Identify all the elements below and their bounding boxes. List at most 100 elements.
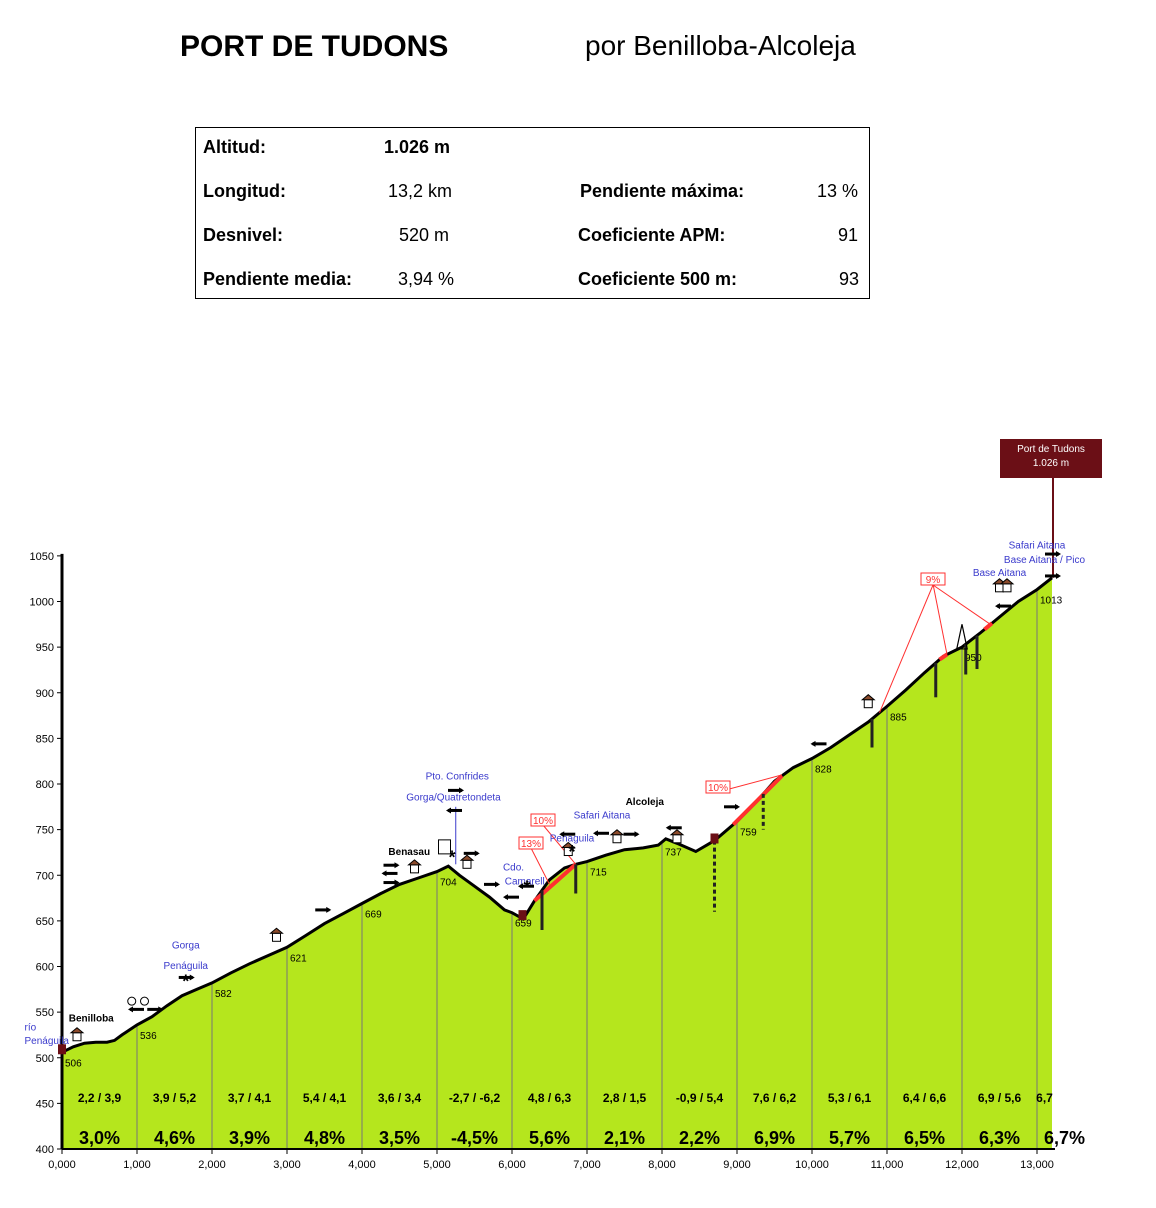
segment-average-grade: -4,5% [451, 1128, 498, 1148]
y-tick-label: 1050 [30, 551, 54, 563]
left-arrow-icon [665, 824, 682, 831]
route-subtitle: por Benilloba-Alcoleja [585, 30, 856, 61]
x-tick-label: 3,000 [273, 1159, 301, 1171]
steep-section [983, 621, 994, 631]
desnivel-label: Desnivel: [203, 225, 284, 245]
pendiente-maxima-value: 13 % [817, 181, 859, 201]
x-tick-label: 1,000 [123, 1159, 151, 1171]
arrow-head [634, 831, 640, 838]
arrow-head [459, 787, 464, 794]
coef-apm-value: 91 [838, 225, 859, 245]
y-tick-label: 450 [36, 1098, 54, 1110]
house-icon [609, 829, 625, 844]
house-body [72, 1032, 82, 1042]
right-arrow-icon [724, 803, 740, 810]
coef-500-value: 93 [839, 269, 860, 289]
segment-detail: 3,6 / 3,4 [378, 1091, 422, 1105]
house-icon [69, 1027, 85, 1042]
house-body [863, 699, 873, 709]
longitud-label: Longitud: [203, 181, 286, 201]
altitud-value: 1.026 m [384, 137, 451, 157]
segment-detail: 3,9 / 5,2 [153, 1091, 197, 1105]
arrow-head [189, 974, 195, 981]
house-icon [860, 694, 876, 709]
pendiente-media-label: Pendiente media: [203, 269, 353, 289]
y-tick-label: 1000 [30, 597, 54, 609]
house-body [462, 859, 472, 869]
left-arrow-icon [518, 883, 534, 890]
grade-callout-line [879, 584, 934, 713]
house-roof [669, 829, 685, 836]
place-label: Pto. Confrides [426, 771, 489, 782]
segment-detail: 6,4 / 6,6 [903, 1091, 947, 1105]
pass-marker-icon [518, 910, 527, 921]
right-arrow-icon [383, 879, 400, 886]
grade-callout-line [542, 824, 577, 865]
coef-apm-label: Coeficiente APM: [578, 225, 726, 245]
segment-average-grade: 3,0% [79, 1128, 120, 1148]
house-icon [269, 927, 284, 942]
altitude-label: 536 [140, 1031, 157, 1042]
y-tick-label: 600 [36, 962, 54, 974]
arrow-head [128, 1006, 133, 1013]
right-arrow-icon [178, 974, 195, 981]
right-arrow-icon [315, 906, 332, 913]
y-tick-label: 550 [36, 1007, 54, 1019]
stats-table: Altitud: 1.026 m Longitud: 13,2 km Desni… [195, 127, 870, 299]
left-arrow-icon [446, 807, 462, 814]
viewpoint-icon: * [182, 971, 189, 991]
arrow-head [593, 830, 598, 837]
segment-detail: -0,9 / 5,4 [676, 1091, 724, 1105]
segment-detail: 6,9 / 5,6 [978, 1091, 1022, 1105]
arrow-head [810, 740, 816, 747]
segment-detail: 5,3 / 6,1 [828, 1091, 872, 1105]
altitud-label: Altitud: [203, 137, 266, 157]
segment-detail: -2,7 / -6,2 [449, 1091, 501, 1105]
viewpoint-icon: * [523, 878, 530, 898]
arrow-head [474, 850, 480, 857]
house-roof [459, 854, 475, 861]
antenna-tower-icon [956, 624, 968, 650]
arrow-head [381, 870, 387, 877]
segment-detail: 3,7 / 4,1 [228, 1091, 272, 1105]
grade-callout-box [530, 813, 556, 827]
house-roof [999, 578, 1015, 585]
segment-average-grade: 3,9% [229, 1128, 270, 1148]
left-arrow-icon [128, 1006, 144, 1013]
grade-callout-label: 10% [533, 816, 553, 827]
x-tick-label: 10,000 [795, 1159, 829, 1171]
place-label: Penáguila [25, 1036, 70, 1047]
steep-section [938, 652, 949, 662]
place-label: Safari Aitana [574, 811, 631, 822]
summit-box [1000, 439, 1102, 478]
y-tick-label: 750 [36, 825, 54, 837]
place-label: Penáguila [164, 961, 209, 972]
house-body [995, 583, 1004, 593]
desnivel-value: 520 m [399, 225, 450, 245]
arrow-head [518, 883, 523, 890]
arrow-head [495, 881, 500, 888]
altitude-label: 704 [440, 878, 457, 889]
x-tick-label: 12,000 [945, 1159, 979, 1171]
arrow-head [735, 803, 740, 810]
arrow-head [503, 894, 508, 901]
house-roof [860, 694, 876, 701]
left-arrow-icon [593, 830, 609, 837]
place-label: Penáguila [550, 833, 595, 844]
segment-average-grade: 3,5% [379, 1128, 420, 1148]
house-icon [459, 854, 475, 869]
grade-callout-line [932, 584, 991, 625]
house-body [672, 834, 682, 844]
segment-detail: 6,7 [1036, 1091, 1053, 1105]
grade-callout-label: 10% [708, 783, 728, 794]
segment-average-grade: 6,9% [754, 1128, 795, 1148]
arrow-head [995, 603, 1000, 610]
y-tick-label: 700 [36, 870, 54, 882]
place-label: Camarell [505, 876, 545, 887]
right-arrow-icon [1045, 572, 1061, 579]
x-tick-label: 7,000 [573, 1159, 601, 1171]
altitude-label: 950 [965, 653, 982, 664]
x-tick-label: 5,000 [423, 1159, 451, 1171]
place-label: Gorga [172, 940, 200, 951]
steep-section [731, 774, 784, 827]
